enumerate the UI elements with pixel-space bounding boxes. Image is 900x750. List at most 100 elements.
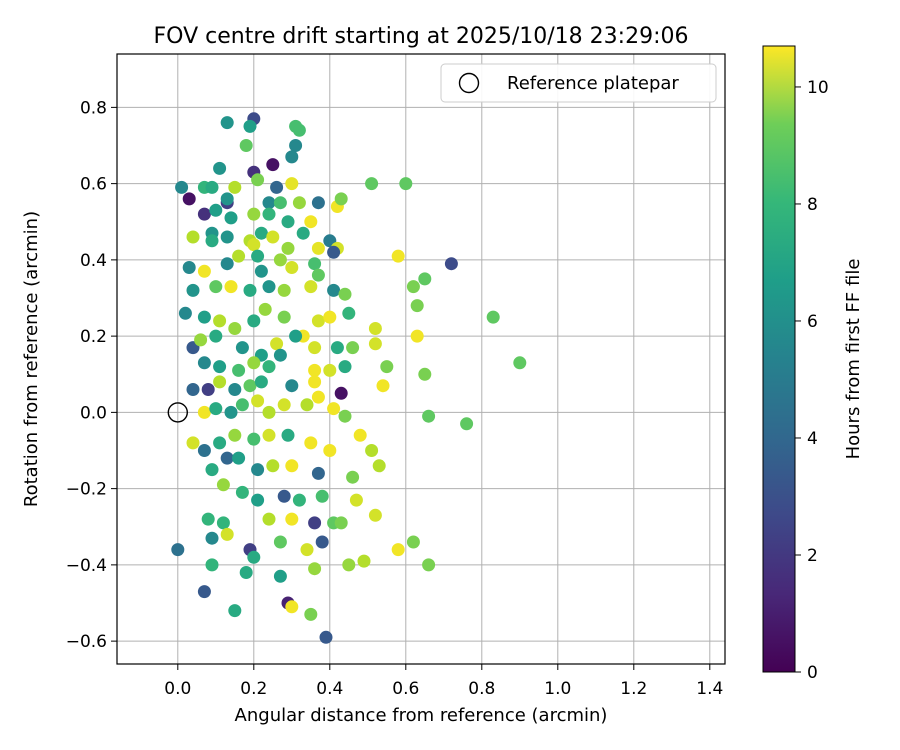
data-point [292, 196, 306, 210]
data-point [209, 280, 223, 294]
data-point [327, 402, 341, 416]
y-axis-ticks: −0.6 −0.4 −0.2 0.0 0.2 0.4 0.6 0.8 [66, 98, 117, 652]
data-point [342, 306, 356, 320]
data-point [285, 459, 299, 473]
data-point [216, 516, 230, 530]
data-point [247, 432, 261, 446]
data-point [270, 337, 284, 351]
data-point [391, 543, 405, 557]
data-point [308, 257, 322, 271]
data-point [323, 310, 337, 324]
data-point [422, 409, 436, 423]
data-point [254, 226, 268, 240]
data-point [178, 306, 192, 320]
data-point [323, 363, 337, 377]
y-tick-label: −0.4 [66, 556, 107, 576]
data-point [175, 180, 189, 194]
data-point [209, 203, 223, 217]
data-point [235, 341, 249, 355]
data-point [262, 428, 276, 442]
colorbar-tick-label: 6 [807, 312, 818, 332]
data-point [277, 283, 291, 297]
data-point [228, 383, 242, 396]
data-point [228, 428, 242, 442]
x-axis-ticks: 0.0 0.2 0.4 0.6 0.8 1.0 1.2 1.4 [164, 664, 723, 699]
data-point [368, 322, 382, 335]
data-point [205, 558, 219, 572]
data-point [319, 630, 333, 644]
data-point [262, 280, 276, 294]
data-point [220, 451, 234, 465]
colorbar-tick-label: 8 [807, 195, 818, 215]
data-point [205, 180, 219, 194]
colorbar-tick-label: 4 [807, 429, 818, 449]
legend-box [440, 63, 717, 103]
data-point [285, 379, 299, 393]
data-point [251, 463, 265, 477]
data-point [228, 322, 242, 335]
data-point [406, 280, 420, 294]
data-point [444, 257, 458, 271]
data-point [224, 211, 238, 225]
data-point [247, 550, 261, 564]
data-point [213, 360, 227, 374]
data-point [277, 310, 291, 324]
data-point [300, 398, 314, 412]
data-point [213, 161, 227, 175]
data-point [220, 230, 234, 244]
data-point [186, 283, 200, 297]
data-point [327, 245, 341, 259]
data-point [418, 272, 432, 286]
data-point [197, 264, 211, 278]
x-tick-label: 0.8 [468, 679, 495, 699]
data-point [277, 489, 291, 503]
legend-label-reference: Reference platepar [507, 73, 679, 94]
x-axis-label: Angular distance from reference (arcmin) [235, 705, 608, 726]
data-point [277, 398, 291, 412]
data-point [308, 375, 322, 389]
data-point [182, 261, 196, 274]
colorbar-tick-label: 0 [807, 663, 818, 683]
data-point [304, 607, 318, 621]
data-point [308, 562, 322, 576]
data-point [304, 280, 318, 294]
data-point [220, 192, 234, 206]
data-point [205, 531, 219, 545]
data-point [239, 139, 253, 152]
data-point [311, 466, 325, 480]
data-point [357, 554, 371, 568]
data-point [232, 249, 246, 263]
data-point [201, 512, 215, 526]
data-point [311, 314, 325, 328]
data-point [251, 394, 265, 408]
data-point [220, 257, 234, 271]
data-point [422, 558, 436, 572]
data-point [262, 360, 276, 374]
y-tick-label: −0.6 [66, 632, 107, 652]
data-point [296, 226, 310, 240]
data-point [289, 329, 303, 343]
colorbar-tick-label: 10 [807, 78, 829, 98]
colorbar-ticks: 0 2 4 6 8 10 [795, 78, 829, 683]
data-point [346, 341, 360, 355]
data-point [311, 241, 325, 255]
data-point [273, 196, 287, 210]
data-point [224, 405, 238, 419]
data-point [197, 444, 211, 457]
data-point [281, 241, 295, 255]
colorbar-tick-label: 2 [807, 546, 818, 566]
data-point [300, 543, 314, 557]
data-point [334, 516, 348, 530]
plot-frame [116, 53, 726, 665]
data-point [349, 493, 363, 507]
data-point [304, 215, 318, 229]
data-point [330, 341, 344, 355]
data-point [220, 527, 234, 541]
data-point [273, 535, 287, 549]
data-point [285, 177, 299, 191]
data-point [228, 604, 242, 618]
data-point [251, 173, 265, 187]
data-point [201, 383, 215, 396]
